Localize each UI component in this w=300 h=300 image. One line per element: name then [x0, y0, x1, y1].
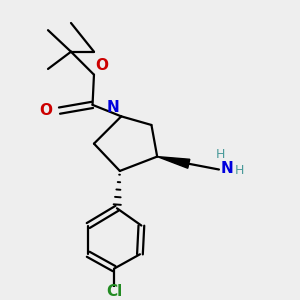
Text: O: O: [95, 58, 108, 73]
Polygon shape: [157, 157, 190, 168]
Text: N: N: [107, 100, 120, 115]
Text: O: O: [39, 103, 52, 118]
Text: Cl: Cl: [106, 284, 122, 299]
Text: N: N: [220, 160, 233, 175]
Text: H: H: [235, 164, 244, 177]
Text: H: H: [216, 148, 225, 161]
